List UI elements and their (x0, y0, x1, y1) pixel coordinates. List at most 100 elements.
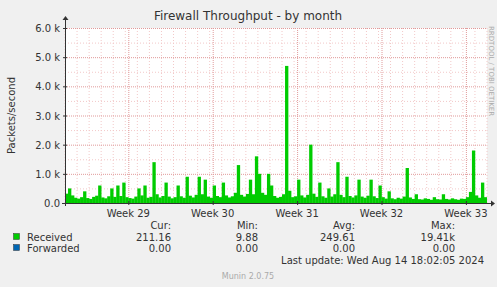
x-tick (128, 201, 129, 205)
area-column (388, 203, 391, 204)
area-column (104, 203, 107, 204)
area-column (252, 203, 255, 204)
area-column (442, 203, 445, 204)
y-tick (63, 86, 67, 87)
area-column (207, 203, 210, 204)
area-column (303, 197, 306, 203)
legend-header: Min: (237, 220, 258, 231)
area-column (285, 66, 288, 203)
area-column (400, 203, 403, 204)
area-column (366, 196, 369, 203)
area-column (77, 203, 80, 204)
area-column (155, 203, 158, 204)
grid (65, 28, 487, 204)
area-column (454, 203, 457, 204)
area-column (418, 199, 421, 203)
area-column (146, 198, 149, 203)
area-column (107, 203, 110, 204)
area-column (137, 188, 140, 203)
x-tick-label: Week 30 (191, 208, 234, 219)
area-column (210, 198, 213, 203)
area-column (354, 195, 357, 203)
area-column (116, 203, 119, 204)
area-column (71, 195, 74, 203)
area-column (478, 198, 481, 203)
x-tick-label: Week 33 (444, 208, 487, 219)
area-column (104, 198, 107, 203)
area-column (110, 203, 113, 204)
area-column (201, 194, 204, 203)
y-tick (63, 145, 67, 146)
area-column (436, 199, 439, 203)
area-column (472, 203, 475, 204)
x-grid-line (297, 28, 298, 203)
y-tick (63, 174, 67, 175)
minor-grid-line (354, 28, 355, 203)
legend-label: Received (27, 232, 73, 243)
minor-grid-line (402, 28, 403, 203)
area-column (457, 203, 460, 204)
area-column (439, 200, 442, 204)
area-column (71, 203, 74, 204)
area-column (231, 196, 234, 203)
area-column (297, 180, 300, 203)
area-column (276, 203, 279, 204)
area-column (442, 194, 445, 203)
area-column (336, 162, 339, 203)
area-column (451, 198, 454, 203)
area-column (397, 203, 400, 204)
area-column (140, 203, 143, 204)
area-column (436, 203, 439, 204)
area-column (149, 197, 152, 203)
area-column (306, 203, 309, 204)
area-column (92, 197, 95, 203)
area-column (164, 203, 167, 204)
area-column (276, 198, 279, 203)
last-update: Last update: Wed Aug 14 18:02:05 2024 (281, 255, 484, 266)
area-column (445, 199, 448, 203)
x-tick (466, 201, 467, 205)
area-column (463, 199, 466, 203)
area-column (345, 177, 348, 203)
area-column (267, 174, 270, 203)
area-column (372, 203, 375, 204)
area-column (110, 188, 113, 203)
area-column (89, 199, 92, 203)
area-column (86, 203, 89, 204)
x-tick-label: Week 31 (275, 208, 318, 219)
area-column (481, 183, 484, 203)
area-column (484, 197, 487, 203)
area-column (161, 203, 164, 204)
y-tick-label: 4.0 k (35, 81, 60, 92)
area-column (68, 188, 71, 203)
area-column (255, 203, 258, 204)
area-column (164, 183, 167, 203)
area-column (152, 162, 155, 203)
area-column (89, 203, 92, 204)
area-column (98, 186, 101, 204)
area-column (330, 203, 333, 204)
area-column (249, 203, 252, 204)
area-column (237, 165, 240, 203)
area-column (300, 195, 303, 203)
series-0 (65, 66, 487, 203)
area-column (309, 203, 312, 204)
area-column (92, 203, 95, 204)
area-column (183, 203, 186, 204)
area-column (255, 156, 258, 203)
area-column (107, 196, 110, 203)
area-column (324, 198, 327, 203)
area-column (158, 203, 161, 204)
area-column (134, 203, 137, 204)
legend-swatch (14, 245, 20, 251)
area-column (95, 196, 98, 203)
area-column (478, 203, 481, 204)
area-column (213, 186, 216, 204)
area-column (116, 186, 119, 204)
area-column (192, 197, 195, 203)
x-axis (62, 203, 491, 204)
plot-area (65, 28, 487, 203)
area-column (134, 197, 137, 203)
x-tick (382, 201, 383, 205)
x-grid-line (466, 28, 467, 203)
